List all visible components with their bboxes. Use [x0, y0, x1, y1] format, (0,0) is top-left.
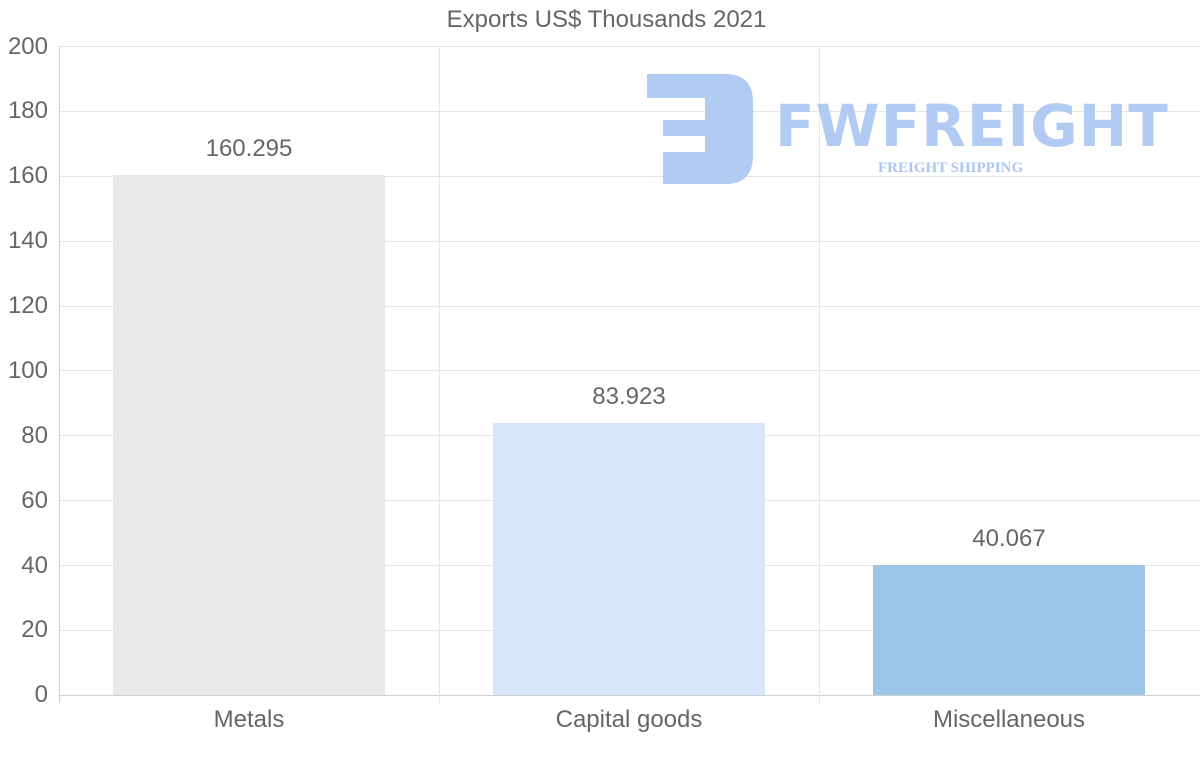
gridline — [59, 306, 1200, 307]
gridline — [59, 176, 1200, 177]
bar-capital-goods[interactable] — [493, 422, 765, 695]
y-tick-label: 100 — [7, 357, 48, 384]
y-tick-label: 120 — [7, 292, 48, 319]
y-tick-label: 160 — [7, 162, 48, 189]
gridline — [59, 241, 1200, 242]
x-tick-label: Capital goods — [555, 706, 703, 733]
y-tick-label: 40 — [21, 552, 48, 579]
gridline — [439, 46, 440, 703]
y-tick-label: 180 — [7, 97, 48, 124]
plot-area: 160.295 83.923 40.067 — [59, 46, 1200, 703]
y-tick-label: 200 — [7, 33, 48, 60]
value-label: 83.923 — [592, 382, 666, 410]
gridline — [59, 111, 1200, 112]
y-tick-label: 0 — [34, 681, 48, 708]
chart-title: Exports US$ Thousands 2021 — [446, 6, 767, 33]
x-tick-label: Metals — [213, 706, 285, 733]
gridline — [819, 46, 820, 703]
y-axis-line — [59, 46, 60, 703]
x-tick-label: Miscellaneous — [932, 706, 1086, 733]
gridline — [59, 46, 1200, 47]
x-axis-line — [59, 695, 1200, 696]
value-label: 40.067 — [972, 524, 1046, 552]
y-tick-label: 20 — [21, 616, 48, 643]
y-tick-label: 140 — [7, 227, 48, 254]
y-tick-label: 60 — [21, 487, 48, 514]
value-label: 160.295 — [205, 134, 293, 162]
gridline — [59, 370, 1200, 371]
y-tick-label: 80 — [21, 422, 48, 449]
bar-metals[interactable] — [113, 174, 385, 695]
bar-miscellaneous[interactable] — [873, 564, 1145, 695]
